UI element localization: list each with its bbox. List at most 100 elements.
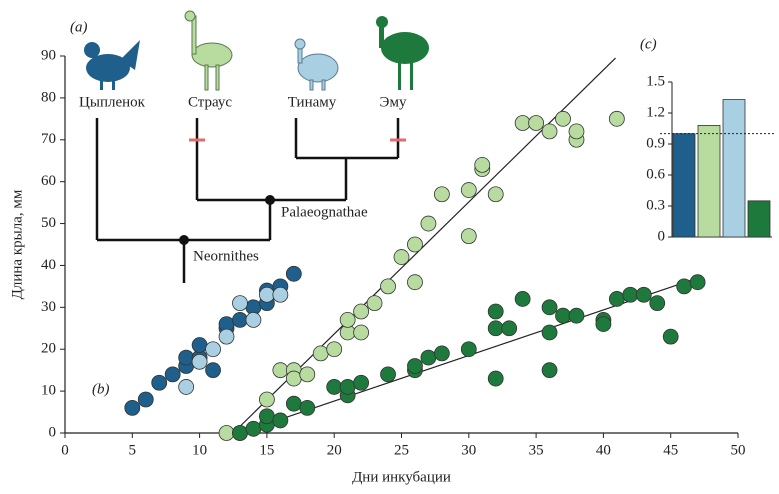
point (232, 295, 248, 312)
x-tick-label: 15 (259, 442, 274, 458)
point (218, 425, 235, 441)
panel-label: (b) (92, 381, 110, 397)
clade-label: Neornithes (193, 248, 259, 264)
point (245, 311, 262, 328)
point (608, 110, 625, 127)
point (258, 408, 275, 425)
inset-y-tick-label: 0.9 (646, 135, 665, 151)
point (339, 379, 356, 395)
point (407, 358, 423, 374)
y-tick-label: 50 (41, 215, 56, 231)
point (433, 345, 450, 362)
point (568, 307, 585, 324)
emu-icon (376, 16, 429, 90)
point (514, 115, 531, 131)
y-tick-label: 0 (49, 424, 57, 440)
point (205, 362, 221, 379)
taxon-label: Эму (380, 94, 407, 110)
point (608, 291, 625, 307)
point (191, 337, 208, 353)
point (258, 286, 275, 303)
point (407, 236, 423, 253)
point (622, 286, 639, 303)
point (272, 286, 289, 303)
point (232, 425, 248, 441)
inset-y-tick-label: 0.6 (646, 166, 665, 182)
point (487, 303, 504, 320)
ostrich-icon (184, 10, 233, 91)
point (555, 307, 571, 324)
point (487, 320, 504, 337)
x-tick-label: 20 (327, 442, 342, 458)
x-tick-label: 45 (663, 442, 678, 458)
chicken-icon (84, 40, 140, 90)
y-tick-label: 20 (41, 341, 56, 357)
y-axis-label: Длина крыла, мм (9, 189, 25, 299)
point (635, 286, 652, 303)
point (299, 366, 316, 383)
point (407, 274, 423, 291)
point (474, 157, 491, 173)
x-axis-label: Дни инкубации (352, 469, 451, 485)
point (285, 265, 302, 282)
x-tick-label: 5 (129, 442, 137, 458)
inset-y-tick-label: 1.5 (646, 73, 665, 89)
point (232, 311, 248, 328)
point (178, 349, 195, 366)
y-tick-label: 90 (41, 47, 56, 63)
point (541, 299, 558, 316)
point (460, 182, 477, 198)
y-tick-label: 10 (41, 383, 56, 399)
x-tick-label: 40 (596, 442, 611, 458)
point (178, 379, 195, 395)
taxon-label: Тинаму (288, 94, 337, 110)
y-tick-label: 30 (41, 299, 56, 315)
point (191, 353, 208, 370)
point (541, 324, 558, 341)
point (649, 295, 666, 312)
point (460, 228, 477, 245)
point (555, 110, 571, 127)
x-tick-label: 0 (61, 442, 69, 458)
x-tick-label: 35 (529, 442, 544, 458)
tree: (a) (b) Цыпленок Страус Тинаму Эму Palae… (70, 10, 429, 397)
point (272, 412, 289, 429)
x-tick-label: 10 (192, 442, 207, 458)
point (528, 115, 544, 131)
point (258, 391, 275, 408)
clade-label: Palaeognathae (281, 204, 368, 220)
y-tick-label: 70 (41, 131, 56, 147)
inset-y-tick-label: 1.2 (646, 104, 665, 120)
panel-label: (a) (70, 19, 88, 35)
point (380, 278, 396, 295)
point (353, 374, 370, 391)
point (393, 249, 410, 265)
y-tick-label: 40 (41, 257, 56, 273)
point (285, 395, 302, 412)
point (353, 324, 370, 341)
point (326, 341, 343, 358)
x-tick-label: 30 (461, 442, 476, 458)
point (460, 341, 477, 358)
point (245, 420, 262, 437)
point (124, 399, 141, 416)
inset-y-tick-label: 0.3 (646, 197, 665, 213)
point (285, 370, 302, 387)
x-tick-label: 50 (731, 442, 746, 458)
point (541, 123, 558, 140)
point (272, 362, 289, 379)
point (689, 274, 706, 291)
point (541, 362, 558, 379)
point (487, 370, 504, 387)
tinamou-icon (294, 38, 339, 91)
point (353, 303, 370, 320)
point (218, 328, 235, 345)
inset-y-tick-label: 0 (658, 228, 666, 244)
point (420, 215, 437, 232)
bar (747, 200, 771, 238)
point (676, 278, 693, 295)
point (339, 311, 356, 328)
panel-label: (c) (640, 36, 657, 52)
y-tick-label: 60 (41, 173, 56, 189)
